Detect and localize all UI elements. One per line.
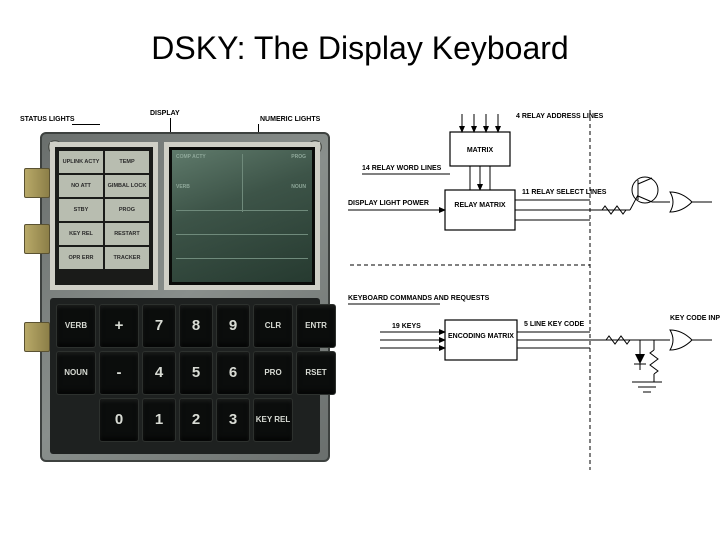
- key-1[interactable]: 1: [142, 398, 176, 442]
- svg-text:RELAY MATRIX: RELAY MATRIX: [454, 202, 506, 209]
- dsky-photo: STATUS LIGHTS DISPLAY NUMERIC LIGHTS UPL…: [0, 110, 340, 470]
- key-9[interactable]: 9: [216, 304, 250, 348]
- page-title: DSKY: The Display Keyboard: [0, 0, 720, 67]
- svg-text:DISPLAY LIGHT POWER: DISPLAY LIGHT POWER: [348, 200, 429, 207]
- label-display: DISPLAY: [150, 110, 180, 117]
- key-pro[interactable]: PRO: [253, 351, 293, 395]
- numeric-comp-label: COMP ACTY: [176, 154, 206, 160]
- dsky-body: UPLINK ACTY TEMP NO ATT GIMBAL LOCK STBY…: [40, 132, 330, 462]
- content-row: STATUS LIGHTS DISPLAY NUMERIC LIGHTS UPL…: [0, 110, 720, 470]
- key-rset[interactable]: RSET: [296, 351, 336, 395]
- key-0[interactable]: 0: [99, 398, 139, 442]
- key-blank: [56, 398, 96, 442]
- key-2[interactable]: 2: [179, 398, 213, 442]
- numeric-noun-label: NOUN: [291, 184, 306, 190]
- status-cell: KEY REL: [59, 223, 103, 245]
- status-cell: TRACKER: [105, 247, 149, 269]
- key--[interactable]: -: [99, 351, 139, 395]
- key-8[interactable]: 8: [179, 304, 213, 348]
- key-blank: [296, 398, 336, 442]
- key-4[interactable]: 4: [142, 351, 176, 395]
- key-key-rel[interactable]: KEY REL: [253, 398, 293, 442]
- status-cell: GIMBAL LOCK: [105, 175, 149, 197]
- svg-text:11 RELAY SELECT LINES: 11 RELAY SELECT LINES: [522, 189, 607, 196]
- numeric-panel: COMP ACTY PROG VERB NOUN: [164, 142, 320, 290]
- key-clr[interactable]: CLR: [253, 304, 293, 348]
- key-+[interactable]: +: [99, 304, 139, 348]
- key-3[interactable]: 3: [216, 398, 250, 442]
- svg-text:4 RELAY ADDRESS LINES: 4 RELAY ADDRESS LINES: [516, 113, 604, 120]
- key-entr[interactable]: ENTR: [296, 304, 336, 348]
- label-status-lights: STATUS LIGHTS: [20, 116, 75, 123]
- svg-text:KEY CODE INPUTS: KEY CODE INPUTS: [670, 315, 720, 322]
- status-cell: TEMP: [105, 151, 149, 173]
- status-panel: UPLINK ACTY TEMP NO ATT GIMBAL LOCK STBY…: [50, 142, 158, 290]
- key-5[interactable]: 5: [179, 351, 213, 395]
- schematic-diagram: MATRIX 4 RELAY ADDRESS LINES 14 RELAY WO…: [340, 110, 720, 470]
- key-noun[interactable]: NOUN: [56, 351, 96, 395]
- keypad: VERB+789CLRENTRNOUN-456PRORSET0123KEY RE…: [50, 298, 320, 454]
- key-verb[interactable]: VERB: [56, 304, 96, 348]
- status-cell: RESTART: [105, 223, 149, 245]
- svg-text:19 KEYS: 19 KEYS: [392, 323, 421, 330]
- status-cell: STBY: [59, 199, 103, 221]
- svg-text:5 LINE KEY CODE: 5 LINE KEY CODE: [524, 321, 584, 328]
- numeric-prog-label: PROG: [291, 154, 306, 160]
- svg-text:KEYBOARD COMMANDS AND REQUESTS: KEYBOARD COMMANDS AND REQUESTS: [348, 295, 490, 302]
- svg-text:MATRIX: MATRIX: [467, 147, 494, 154]
- status-cell: PROG: [105, 199, 149, 221]
- svg-text:14 RELAY WORD LINES: 14 RELAY WORD LINES: [362, 165, 442, 172]
- numeric-verb-label: VERB: [176, 184, 190, 190]
- status-cell: UPLINK ACTY: [59, 151, 103, 173]
- status-cell: OPR ERR: [59, 247, 103, 269]
- label-numeric-lights: NUMERIC LIGHTS: [260, 116, 320, 123]
- key-7[interactable]: 7: [142, 304, 176, 348]
- status-cell: NO ATT: [59, 175, 103, 197]
- key-6[interactable]: 6: [216, 351, 250, 395]
- svg-text:ENCODING MATRIX: ENCODING MATRIX: [448, 333, 514, 340]
